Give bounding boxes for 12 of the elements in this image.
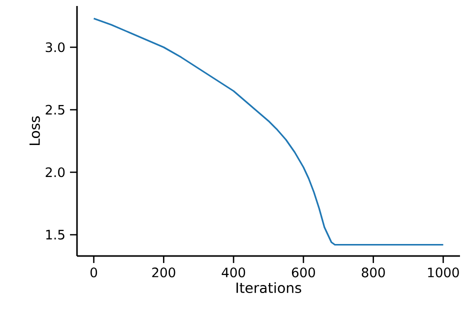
x-tick-label: 200 bbox=[152, 268, 176, 278]
x-tick-label: 600 bbox=[292, 268, 315, 278]
y-tick-label: 2.5 bbox=[46, 104, 64, 115]
x-tick-label: 0 bbox=[90, 268, 98, 278]
y-tick-label: 2.0 bbox=[46, 167, 65, 178]
x-axis-title: Iterations bbox=[236, 282, 302, 294]
x-tick-label: 1000 bbox=[428, 268, 459, 278]
x-tick-label: 800 bbox=[362, 268, 385, 278]
y-tick-label: 1.5 bbox=[46, 230, 64, 240]
x-tick-label: 400 bbox=[222, 268, 246, 278]
y-tick-label: 3.0 bbox=[46, 42, 65, 52]
y-axis-title: Loss bbox=[30, 116, 40, 145]
